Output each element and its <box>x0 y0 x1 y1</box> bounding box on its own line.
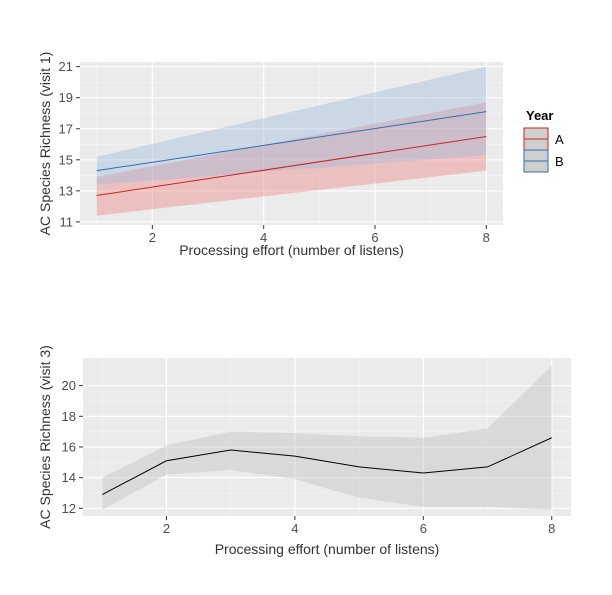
bottom-x-tick-label: 2 <box>163 521 170 536</box>
top-x-tick-label: 6 <box>371 230 378 245</box>
top-series-line-B <box>96 111 487 172</box>
bottom-x-axis-title: Processing effort (number of listens) <box>215 541 440 557</box>
top-x-axis-title: Processing effort (number of listens) <box>179 242 404 258</box>
top-y-tick-label: 17 <box>59 121 73 136</box>
top-y-tick-label: 13 <box>59 183 73 198</box>
legend-label-A: A <box>555 132 564 147</box>
bottom-x-tick-label: 4 <box>291 521 298 536</box>
bottom-x-tick-label: 8 <box>548 521 555 536</box>
top-x-tick-label: 4 <box>260 230 267 245</box>
top-confidence-band-A <box>96 102 487 216</box>
bottom-y-tick-label: 16 <box>62 439 76 454</box>
top-x-tick-label: 2 <box>149 230 156 245</box>
bottom-series-line <box>102 437 552 495</box>
top-y-tick-label: 21 <box>59 59 73 74</box>
bottom-y-tick-label: 12 <box>62 501 76 516</box>
top-y-tick-label: 15 <box>59 152 73 167</box>
legend-label-B: B <box>555 154 564 169</box>
top-plot-background <box>80 62 503 225</box>
bottom-y-tick-label: 14 <box>62 470 76 485</box>
bottom-y-tick-label: 18 <box>62 409 76 424</box>
top-y-axis-title: AC Species Richness (visit 1) <box>37 52 53 236</box>
bottom-x-tick-label: 6 <box>420 521 427 536</box>
top-series-line-A <box>96 136 487 196</box>
bottom-chart: 2 4 6 8 12 14 16 18 20 Processing effort (number … <box>37 345 571 557</box>
bottom-confidence-band <box>102 365 552 510</box>
top-chart: 2 4 6 8 11 13 15 17 19 21 Processing effort (numbe… <box>37 52 564 258</box>
bottom-plot-background <box>83 358 571 516</box>
bottom-y-tick-label: 20 <box>62 378 76 393</box>
top-x-tick-label: 8 <box>483 230 490 245</box>
top-y-tick-label: 19 <box>59 90 73 105</box>
bottom-y-axis-title: AC Species Richness (visit 3) <box>37 345 53 529</box>
legend-title: Year <box>526 108 553 123</box>
top-y-tick-label: 11 <box>60 214 74 229</box>
top-confidence-band-B <box>96 66 487 185</box>
